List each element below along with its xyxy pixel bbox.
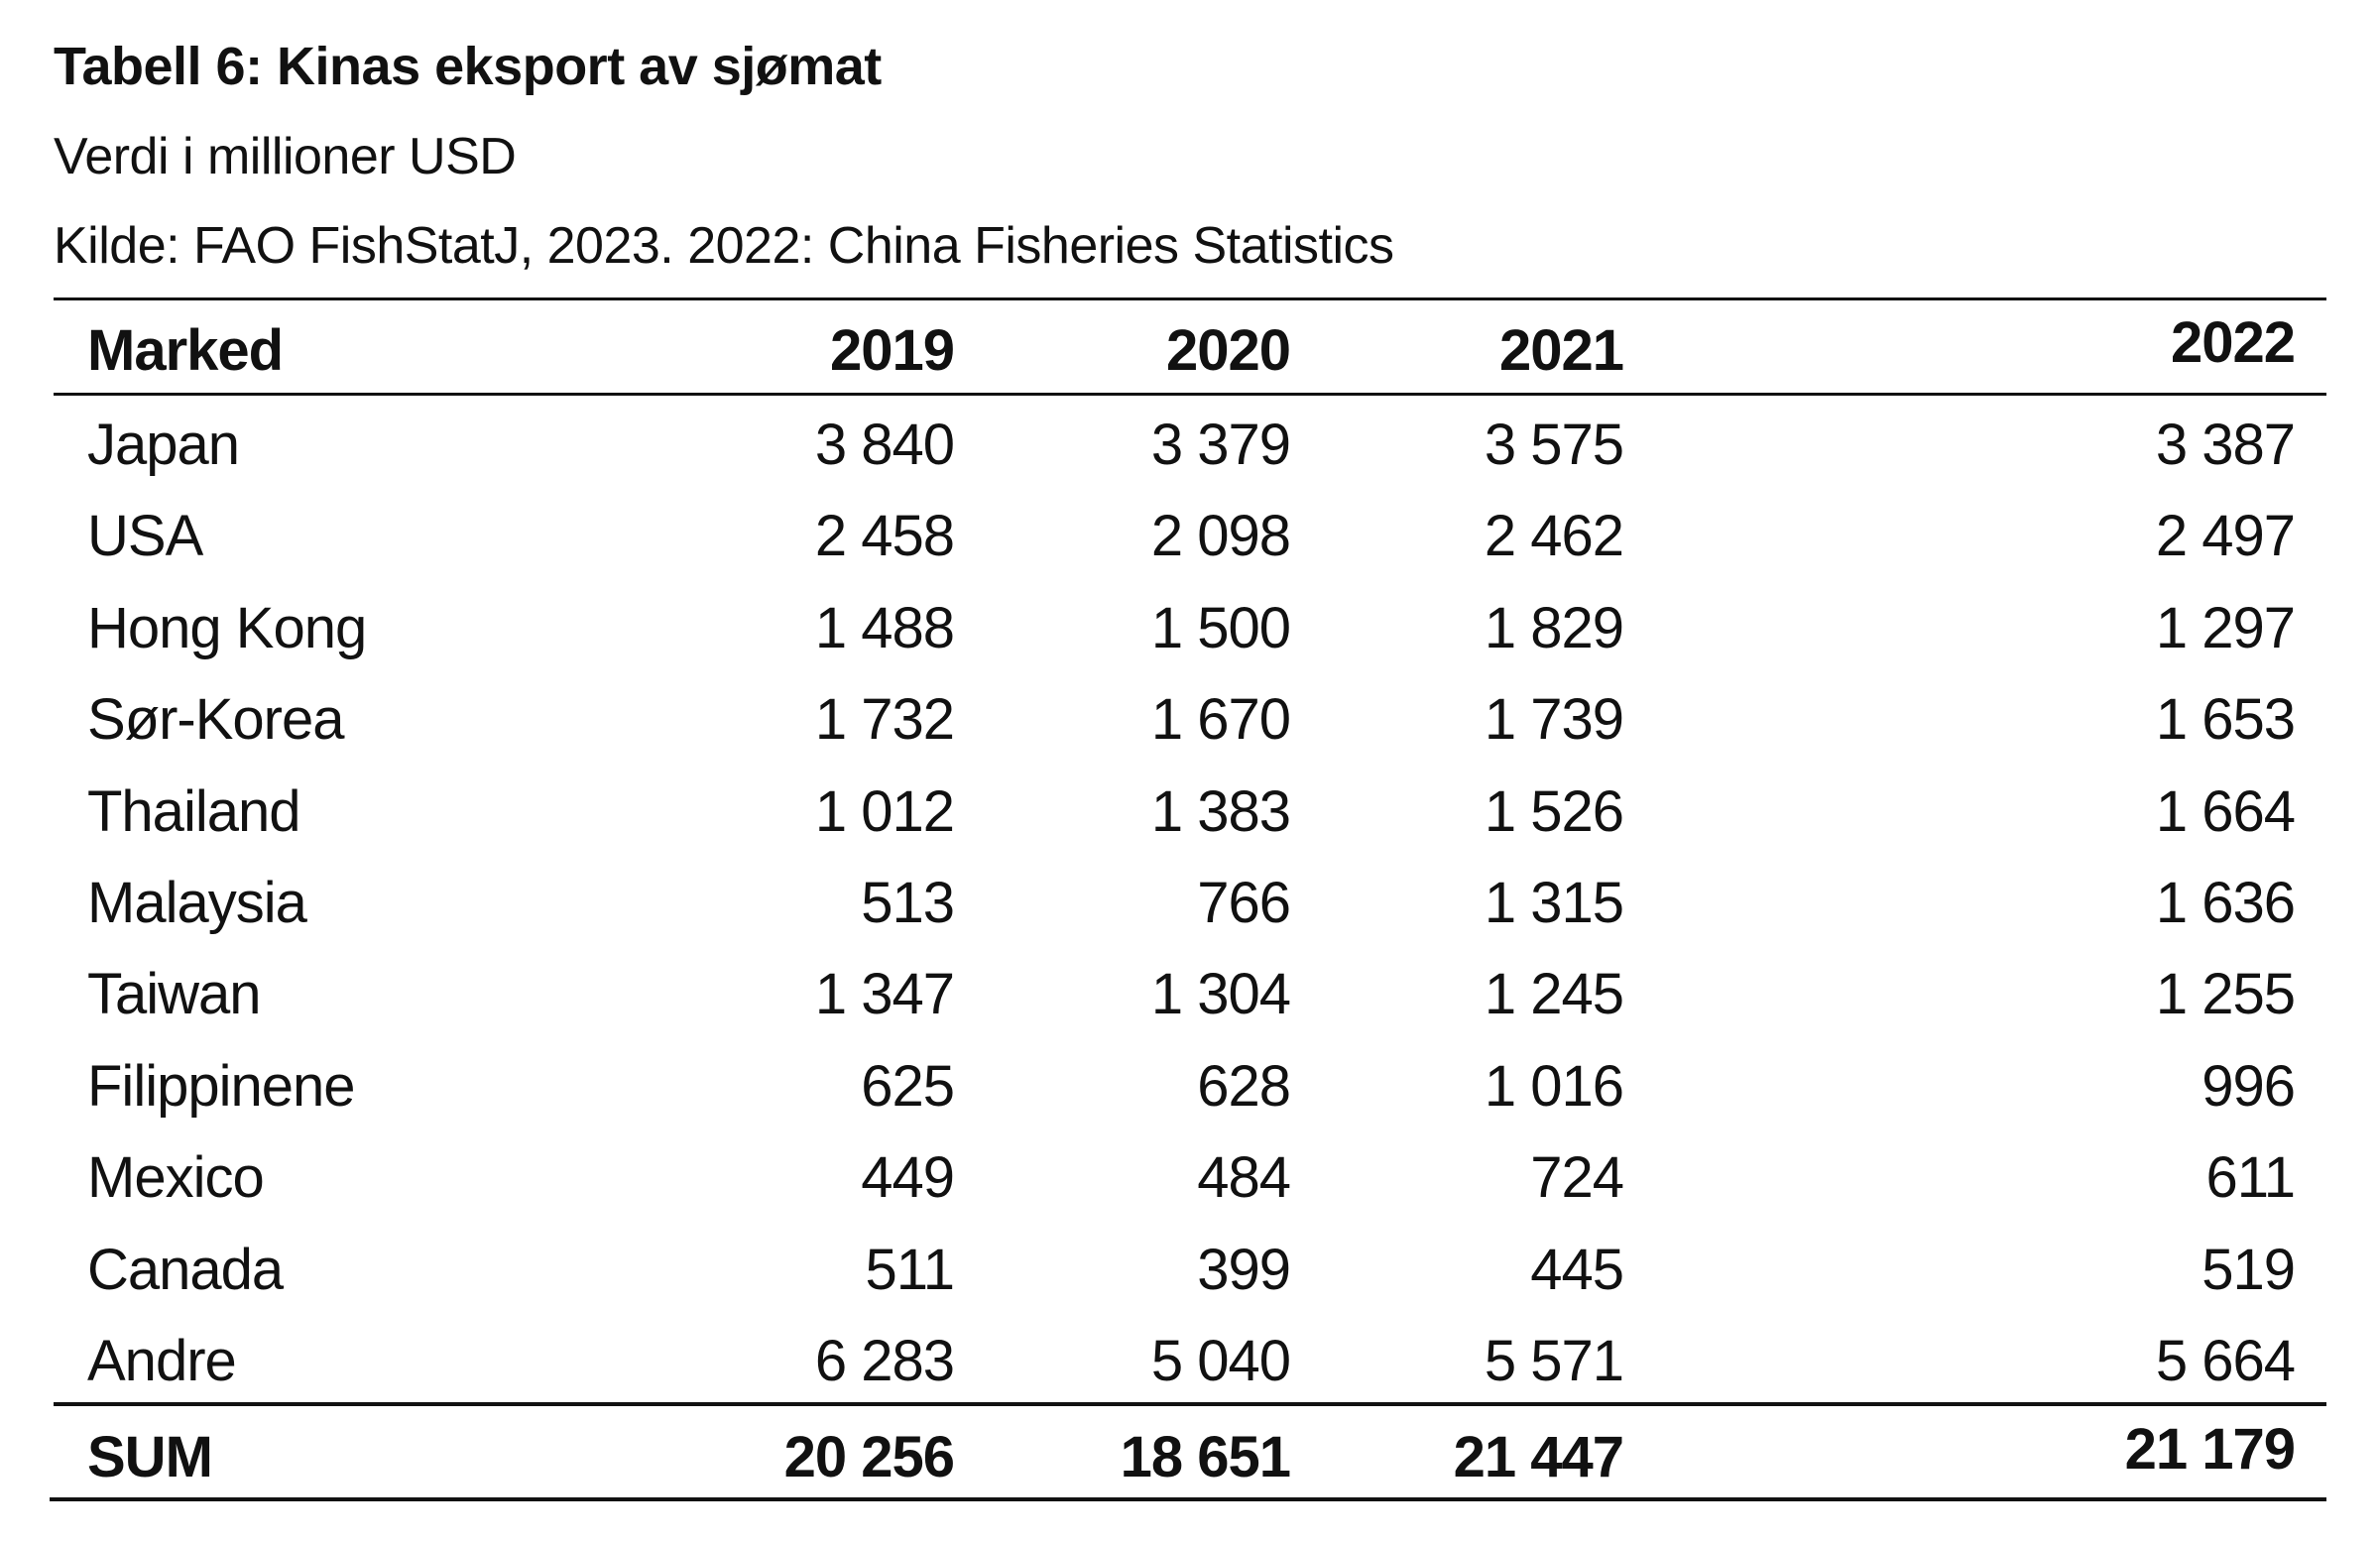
header-rule [54, 393, 2326, 396]
header-2022: 2022 [2170, 310, 2296, 375]
table-row: Mexico 449 484 724 611 [0, 1132, 2380, 1224]
bottom-rule [50, 1497, 2326, 1501]
value-2021: 3 575 [1484, 413, 1624, 477]
value-2020: 5 040 [1150, 1329, 1291, 1393]
market-name: Filippinene [87, 1053, 356, 1119]
table-row: Malaysia 513 766 1 315 1 636 [0, 858, 2380, 949]
header-2019: 2019 [829, 318, 955, 383]
value-2022: 996 [2202, 1053, 2296, 1119]
table-row: USA 2 458 2 098 2 462 2 497 [0, 491, 2380, 582]
value-2022: 1 255 [2155, 962, 2296, 1027]
value-2022: 1 653 [2155, 687, 2296, 753]
sum-label: SUM [87, 1425, 213, 1489]
table-row: Taiwan 1 347 1 304 1 245 1 255 [0, 949, 2380, 1040]
value-2019: 513 [861, 871, 955, 935]
value-2019: 511 [865, 1237, 955, 1302]
value-2021: 1 315 [1484, 871, 1624, 935]
value-2020: 628 [1197, 1053, 1291, 1119]
value-2020: 484 [1197, 1145, 1291, 1211]
sum-rule [54, 1402, 2326, 1406]
sum-2022: 21 179 [2124, 1417, 2296, 1482]
value-2020: 1 304 [1150, 962, 1291, 1027]
market-name: Taiwan [87, 962, 262, 1027]
table-row: Thailand 1 012 1 383 1 526 1 664 [0, 767, 2380, 858]
sum-2020: 18 651 [1120, 1425, 1291, 1489]
value-2019: 1 012 [814, 778, 955, 844]
value-2019: 625 [861, 1053, 955, 1119]
market-name: Thailand [87, 778, 300, 844]
sum-row: SUM 20 256 18 651 21 447 21 179 [0, 1412, 2380, 1503]
market-name: Canada [87, 1237, 284, 1302]
value-2021: 445 [1530, 1237, 1624, 1302]
market-name: Malaysia [87, 871, 307, 935]
table-row: Andre 6 283 5 040 5 571 5 664 [0, 1316, 2380, 1407]
value-2022: 1 297 [2155, 595, 2296, 660]
value-2020: 1 383 [1150, 778, 1291, 844]
value-2020: 766 [1197, 871, 1291, 935]
table-row: Filippinene 625 628 1 016 996 [0, 1041, 2380, 1132]
table-title: Tabell 6: Kinas eksport av sjømat [54, 37, 882, 96]
value-2019: 3 840 [814, 413, 955, 477]
value-2020: 1 670 [1150, 687, 1291, 753]
value-2022: 1 636 [2155, 871, 2296, 935]
value-2019: 1 347 [814, 962, 955, 1027]
value-2019: 449 [861, 1145, 955, 1211]
value-2021: 1 526 [1484, 778, 1624, 844]
value-2021: 1 829 [1484, 595, 1624, 660]
top-rule [54, 297, 2326, 300]
table-source: Kilde: FAO FishStatJ, 2023. 2022: China … [54, 217, 1394, 275]
value-2020: 3 379 [1150, 413, 1291, 477]
value-2022: 3 387 [2155, 413, 2296, 477]
market-name: Hong Kong [87, 595, 367, 660]
table-row: Sør-Korea 1 732 1 670 1 739 1 653 [0, 674, 2380, 766]
value-2021: 1 245 [1484, 962, 1624, 1027]
sum-2019: 20 256 [783, 1425, 955, 1489]
market-name: USA [87, 504, 203, 569]
value-2020: 1 500 [1150, 595, 1291, 660]
value-2021: 724 [1530, 1145, 1624, 1211]
table-row: Japan 3 840 3 379 3 575 3 387 [0, 400, 2380, 491]
value-2021: 1 739 [1484, 687, 1624, 753]
value-2019: 1 488 [814, 595, 955, 660]
sum-2021: 21 447 [1453, 1425, 1624, 1489]
header-market: Marked [87, 318, 284, 383]
value-2019: 6 283 [814, 1329, 955, 1393]
header-row: Marked 2019 2020 2021 2022 [0, 305, 2380, 397]
value-2022: 519 [2202, 1237, 2296, 1302]
value-2022: 611 [2205, 1145, 2296, 1211]
table-row: Canada 511 399 445 519 [0, 1225, 2380, 1316]
value-2020: 399 [1197, 1237, 1291, 1302]
value-2022: 2 497 [2155, 504, 2296, 569]
value-2019: 2 458 [814, 504, 955, 569]
value-2022: 1 664 [2155, 778, 2296, 844]
value-2021: 1 016 [1484, 1053, 1624, 1119]
value-2020: 2 098 [1150, 504, 1291, 569]
value-2022: 5 664 [2155, 1329, 2296, 1393]
market-name: Japan [87, 413, 240, 477]
market-name: Andre [87, 1329, 237, 1393]
value-2021: 5 571 [1484, 1329, 1624, 1393]
header-2021: 2021 [1498, 318, 1624, 383]
market-name: Sør-Korea [87, 687, 345, 753]
header-2020: 2020 [1165, 318, 1291, 383]
market-name: Mexico [87, 1145, 265, 1211]
value-2019: 1 732 [814, 687, 955, 753]
table-subtitle: Verdi i millioner USD [54, 128, 517, 185]
table-row: Hong Kong 1 488 1 500 1 829 1 297 [0, 583, 2380, 674]
value-2021: 2 462 [1484, 504, 1624, 569]
